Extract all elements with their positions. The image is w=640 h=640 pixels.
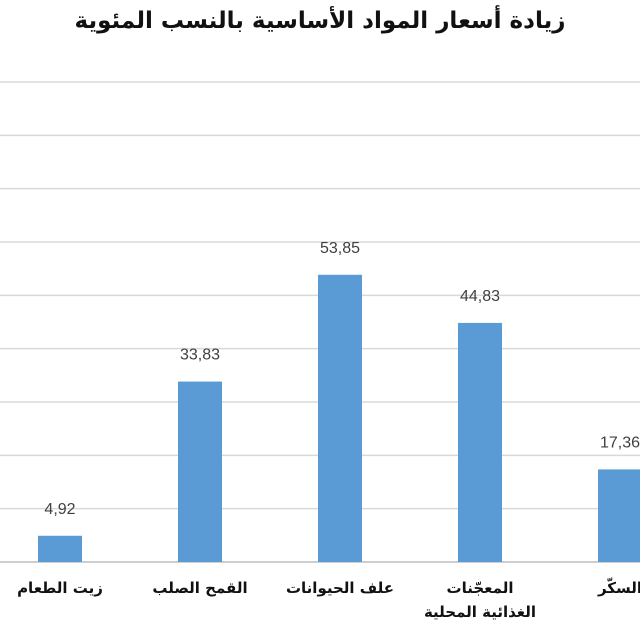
bar bbox=[458, 322, 502, 562]
x-tick-label: علف الحيوانات bbox=[285, 579, 395, 597]
data-label: 44,83 bbox=[460, 288, 500, 305]
bar bbox=[178, 381, 222, 562]
x-tick-label: زيت الطعام bbox=[17, 579, 103, 597]
bar bbox=[598, 469, 640, 562]
data-label: 17,36 bbox=[600, 434, 640, 451]
x-tick-label: القمح الصلب bbox=[152, 579, 248, 597]
x-tick-label: السكّر bbox=[597, 579, 640, 597]
data-label: 53,85 bbox=[320, 240, 360, 257]
bar bbox=[38, 535, 82, 562]
x-tick-label: المعجّنات الغذائية المحلية bbox=[423, 579, 537, 621]
data-label: 4,92 bbox=[44, 501, 75, 518]
data-label: 33,83 bbox=[180, 347, 220, 364]
bar bbox=[318, 274, 362, 562]
chart-title: زيادة أسعار المواد الأساسية بالنسب المئو… bbox=[74, 8, 566, 34]
